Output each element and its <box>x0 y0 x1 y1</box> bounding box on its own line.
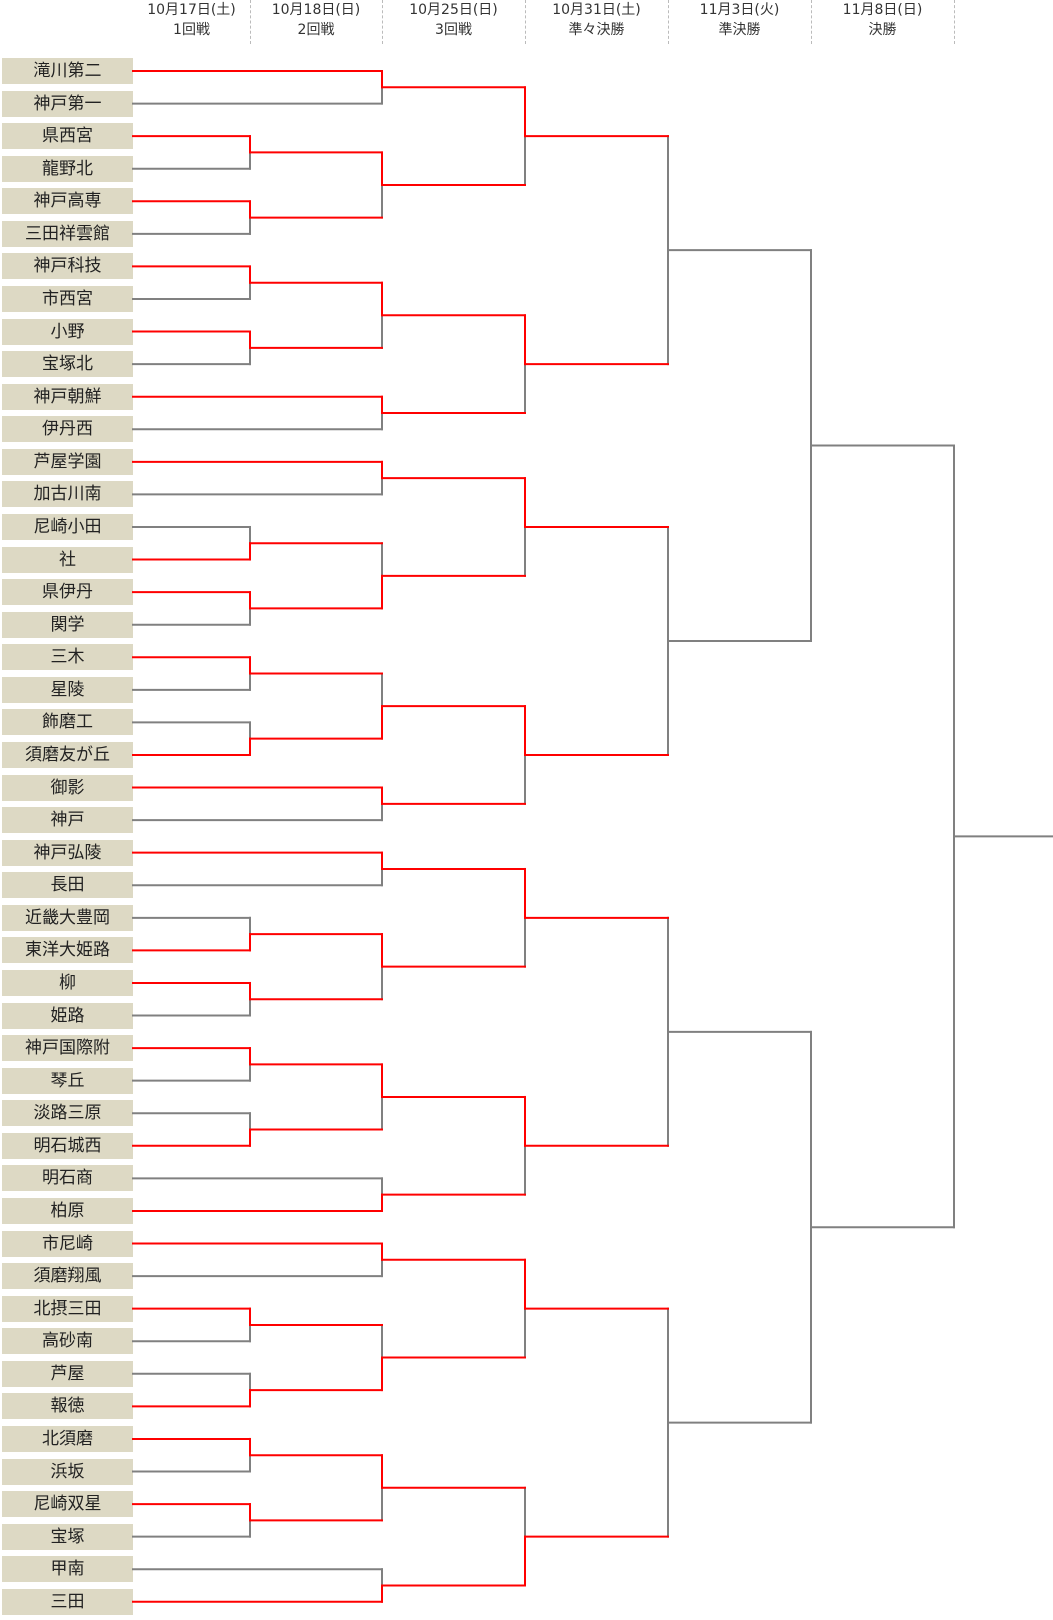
team-label[interactable]: 市尼崎 <box>2 1230 133 1257</box>
team-label[interactable]: 社 <box>2 546 133 573</box>
team-label[interactable]: 三田祥雲館 <box>2 220 133 247</box>
team-label[interactable]: 尼崎小田 <box>2 513 133 540</box>
round-date: 11月3日(火) <box>699 2 780 18</box>
round-label: 準々決勝 <box>568 22 625 38</box>
team-label[interactable]: 東洋大姫路 <box>2 937 133 964</box>
team-label[interactable]: 神戸弘陵 <box>2 839 133 866</box>
round-date: 10月17日(土) <box>147 2 236 18</box>
team-label[interactable]: 柳 <box>2 969 133 996</box>
column-divider <box>954 0 955 44</box>
team-label[interactable]: 御影 <box>2 774 133 801</box>
column-divider <box>668 0 669 44</box>
team-label[interactable]: 神戸国際附 <box>2 1035 133 1062</box>
team-label[interactable]: 神戸科技 <box>2 253 133 280</box>
team-label[interactable]: 淡路三原 <box>2 1100 133 1127</box>
round-header-3: 10月25日(日) 3回戦 <box>382 0 525 44</box>
team-label[interactable]: 北須磨 <box>2 1425 133 1452</box>
team-label[interactable]: 神戸高専 <box>2 188 133 215</box>
team-label[interactable]: 長田 <box>2 872 133 899</box>
team-label[interactable]: 神戸 <box>2 807 133 834</box>
round-label: 1回戦 <box>173 22 210 38</box>
team-label[interactable]: 高砂南 <box>2 1328 133 1355</box>
team-label[interactable]: 県伊丹 <box>2 579 133 606</box>
team-label[interactable]: 近畿大豊岡 <box>2 904 133 931</box>
round-date: 10月31日(土) <box>552 2 641 18</box>
round-label: 3回戦 <box>435 22 472 38</box>
team-label[interactable]: 加古川南 <box>2 481 133 508</box>
round-header-5: 11月3日(火) 準決勝 <box>668 0 811 44</box>
team-label[interactable]: 小野 <box>2 318 133 345</box>
column-divider <box>525 0 526 44</box>
team-label[interactable]: 滝川第二 <box>2 58 133 84</box>
team-label[interactable]: 浜坂 <box>2 1458 133 1485</box>
round-date: 10月25日(日) <box>409 2 498 18</box>
team-label[interactable]: 伊丹西 <box>2 416 133 443</box>
team-label[interactable]: 北摂三田 <box>2 1295 133 1322</box>
round-date: 10月18日(日) <box>271 2 361 18</box>
team-label[interactable]: 神戸第一 <box>2 90 133 117</box>
round-label: 2回戦 <box>297 22 335 38</box>
team-label[interactable]: 関学 <box>2 611 133 638</box>
team-label[interactable]: 芦屋学園 <box>2 448 133 475</box>
round-header-4: 10月31日(土) 準々決勝 <box>525 0 668 44</box>
team-label[interactable]: 神戸朝鮮 <box>2 383 133 410</box>
team-label[interactable]: 宝塚北 <box>2 351 133 378</box>
team-label[interactable]: 飾磨工 <box>2 709 133 736</box>
column-divider <box>250 0 251 44</box>
team-label[interactable]: 県西宮 <box>2 123 133 150</box>
column-divider <box>811 0 812 44</box>
team-label[interactable]: 琴丘 <box>2 1067 133 1094</box>
team-label[interactable]: 報徳 <box>2 1393 133 1420</box>
round-header-1: 10月17日(土) 1回戦 <box>133 0 250 44</box>
team-label[interactable]: 龍野北 <box>2 155 133 182</box>
team-label[interactable]: 甲南 <box>2 1556 133 1583</box>
round-date: 11月8日(日) <box>842 2 923 18</box>
column-divider <box>382 0 383 44</box>
round-label: 準決勝 <box>718 22 761 38</box>
team-label[interactable]: 須磨翔風 <box>2 1263 133 1290</box>
team-label[interactable]: 星陵 <box>2 676 133 703</box>
team-label[interactable]: 明石商 <box>2 1165 133 1192</box>
team-label[interactable]: 三木 <box>2 644 133 671</box>
team-label[interactable]: 芦屋 <box>2 1360 133 1387</box>
team-label[interactable]: 市西宮 <box>2 285 133 312</box>
team-label[interactable]: 尼崎双星 <box>2 1491 133 1518</box>
round-header-2: 10月18日(日) 2回戦 <box>250 0 382 44</box>
team-label[interactable]: 須磨友が丘 <box>2 741 133 768</box>
team-label[interactable]: 宝塚 <box>2 1523 133 1550</box>
team-label[interactable]: 三田 <box>2 1588 133 1615</box>
round-label: 決勝 <box>868 22 897 38</box>
team-label[interactable]: 柏原 <box>2 1197 133 1224</box>
team-label[interactable]: 明石城西 <box>2 1132 133 1159</box>
round-header-6: 11月8日(日) 決勝 <box>811 0 954 44</box>
team-label[interactable]: 姫路 <box>2 1002 133 1029</box>
